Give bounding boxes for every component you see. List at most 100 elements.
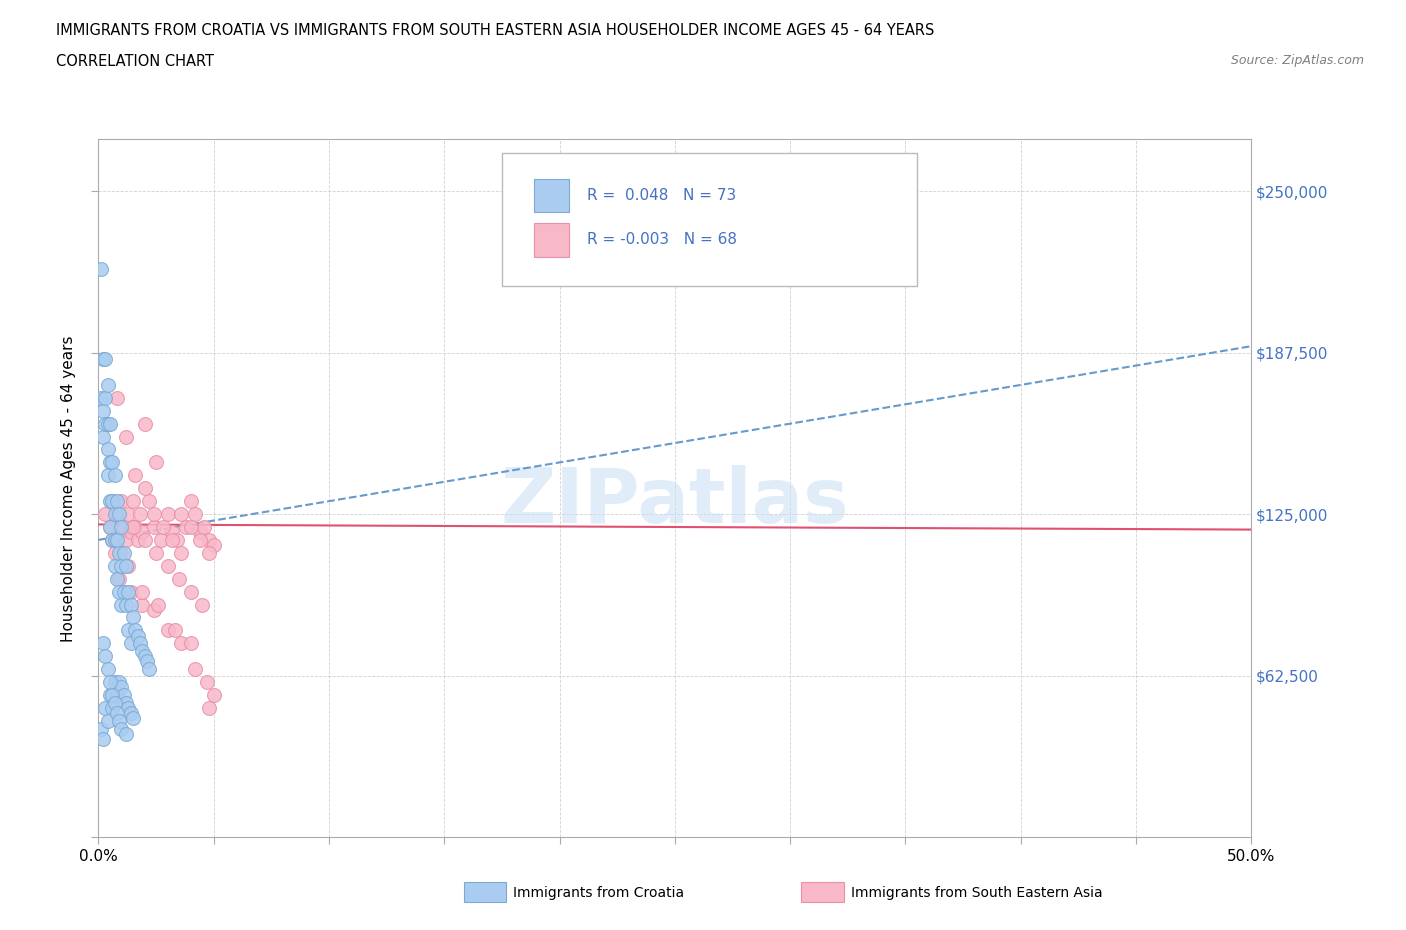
- Bar: [534, 179, 569, 212]
- Point: [91, 352, 114, 366]
- Point: [117, 584, 139, 599]
- Point: [135, 654, 157, 669]
- Point: [94, 649, 117, 664]
- Text: Immigrants from South Eastern Asia: Immigrants from South Eastern Asia: [851, 885, 1102, 900]
- Point: [105, 391, 128, 405]
- Point: [94, 507, 117, 522]
- Point: [142, 520, 165, 535]
- Point: [101, 533, 124, 548]
- Point: [156, 558, 179, 573]
- Point: [174, 520, 197, 535]
- Point: [138, 494, 160, 509]
- Point: [124, 468, 146, 483]
- Point: [122, 711, 145, 725]
- Point: [94, 352, 117, 366]
- Point: [127, 628, 149, 643]
- Text: CORRELATION CHART: CORRELATION CHART: [56, 54, 214, 69]
- Point: [90, 721, 112, 736]
- Point: [167, 571, 190, 586]
- Point: [122, 610, 145, 625]
- Point: [108, 584, 131, 599]
- Point: [91, 429, 114, 444]
- Text: IMMIGRANTS FROM CROATIA VS IMMIGRANTS FROM SOUTH EASTERN ASIA HOUSEHOLDER INCOME: IMMIGRANTS FROM CROATIA VS IMMIGRANTS FR…: [56, 23, 935, 38]
- Point: [103, 674, 125, 689]
- Point: [170, 636, 193, 651]
- Point: [115, 597, 138, 612]
- Text: Source: ZipAtlas.com: Source: ZipAtlas.com: [1230, 54, 1364, 67]
- Point: [160, 533, 183, 548]
- Point: [108, 713, 131, 728]
- Point: [163, 623, 186, 638]
- Point: [191, 597, 214, 612]
- Point: [101, 700, 124, 715]
- Point: [103, 545, 125, 560]
- Bar: [801, 882, 844, 902]
- Point: [117, 558, 139, 573]
- Point: [94, 700, 117, 715]
- Point: [105, 687, 128, 702]
- Point: [115, 726, 138, 741]
- Point: [94, 391, 117, 405]
- Point: [98, 674, 121, 689]
- Point: [103, 468, 125, 483]
- Point: [131, 525, 153, 539]
- Point: [110, 680, 132, 695]
- Point: [105, 571, 128, 586]
- Point: [120, 706, 142, 721]
- Point: [108, 571, 131, 586]
- Point: [193, 520, 215, 535]
- Point: [120, 525, 142, 539]
- Point: [131, 584, 153, 599]
- Point: [134, 417, 156, 432]
- Point: [149, 533, 172, 548]
- Point: [101, 494, 124, 509]
- Point: [120, 584, 142, 599]
- Point: [101, 494, 124, 509]
- FancyBboxPatch shape: [502, 153, 917, 286]
- Point: [103, 533, 125, 548]
- Point: [97, 468, 120, 483]
- Point: [122, 520, 145, 535]
- Point: [98, 494, 121, 509]
- Point: [90, 391, 112, 405]
- Point: [97, 442, 120, 457]
- Point: [142, 507, 165, 522]
- Point: [97, 417, 120, 432]
- Point: [101, 533, 124, 548]
- Point: [115, 533, 138, 548]
- Point: [97, 713, 120, 728]
- Point: [110, 545, 132, 560]
- Point: [166, 533, 188, 548]
- Point: [195, 674, 218, 689]
- Point: [117, 700, 139, 715]
- Point: [134, 481, 156, 496]
- Point: [115, 558, 138, 573]
- Point: [180, 494, 202, 509]
- Point: [120, 597, 142, 612]
- Point: [170, 545, 193, 560]
- Point: [112, 520, 135, 535]
- Point: [103, 533, 125, 548]
- Point: [105, 507, 128, 522]
- Point: [188, 525, 211, 539]
- Point: [131, 644, 153, 658]
- Point: [105, 533, 128, 548]
- Point: [91, 636, 114, 651]
- Point: [103, 696, 125, 711]
- Point: [112, 584, 135, 599]
- Point: [98, 455, 121, 470]
- Point: [103, 507, 125, 522]
- Point: [117, 623, 139, 638]
- Text: Immigrants from Croatia: Immigrants from Croatia: [513, 885, 685, 900]
- Text: R = -0.003   N = 68: R = -0.003 N = 68: [588, 232, 737, 247]
- Point: [134, 649, 156, 664]
- Point: [180, 636, 202, 651]
- Point: [145, 545, 167, 560]
- Point: [198, 545, 221, 560]
- Point: [105, 706, 128, 721]
- Point: [110, 558, 132, 573]
- Point: [188, 533, 211, 548]
- Point: [110, 520, 132, 535]
- Point: [98, 417, 121, 432]
- Point: [180, 584, 202, 599]
